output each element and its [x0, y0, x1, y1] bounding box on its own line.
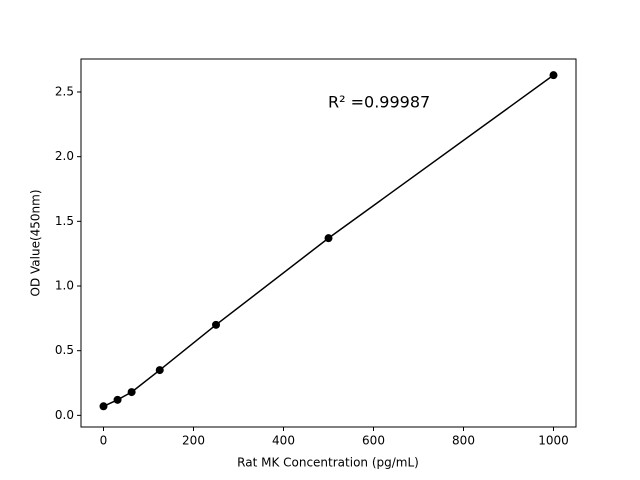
y-axis-label: OD Value(450nm) [29, 189, 43, 296]
x-tick-label: 0 [100, 434, 108, 448]
data-point [99, 402, 108, 411]
data-point [113, 395, 122, 404]
annotation: R² =0.99987 [328, 93, 430, 112]
x-tick-label: 400 [272, 434, 295, 448]
data-point [324, 234, 333, 243]
y-tick-label: 0.5 [55, 343, 74, 357]
y-tick-label: 1.5 [55, 214, 74, 228]
x-tick-label: 800 [452, 434, 475, 448]
x-tick-label: 1000 [538, 434, 569, 448]
y-tick-label: 1.0 [55, 279, 74, 293]
data-point [127, 388, 136, 397]
x-axis-label: Rat MK Concentration (pg/mL) [237, 456, 419, 470]
x-tick-label: 200 [182, 434, 205, 448]
y-tick-label: 2.5 [55, 84, 74, 98]
x-tick-label: 600 [362, 434, 385, 448]
data-point [549, 71, 558, 80]
plot-frame [80, 58, 577, 428]
y-tick-label: 2.0 [55, 149, 74, 163]
data-point [155, 366, 164, 375]
data-point [212, 320, 220, 329]
y-tick-label: 0.0 [55, 408, 74, 422]
